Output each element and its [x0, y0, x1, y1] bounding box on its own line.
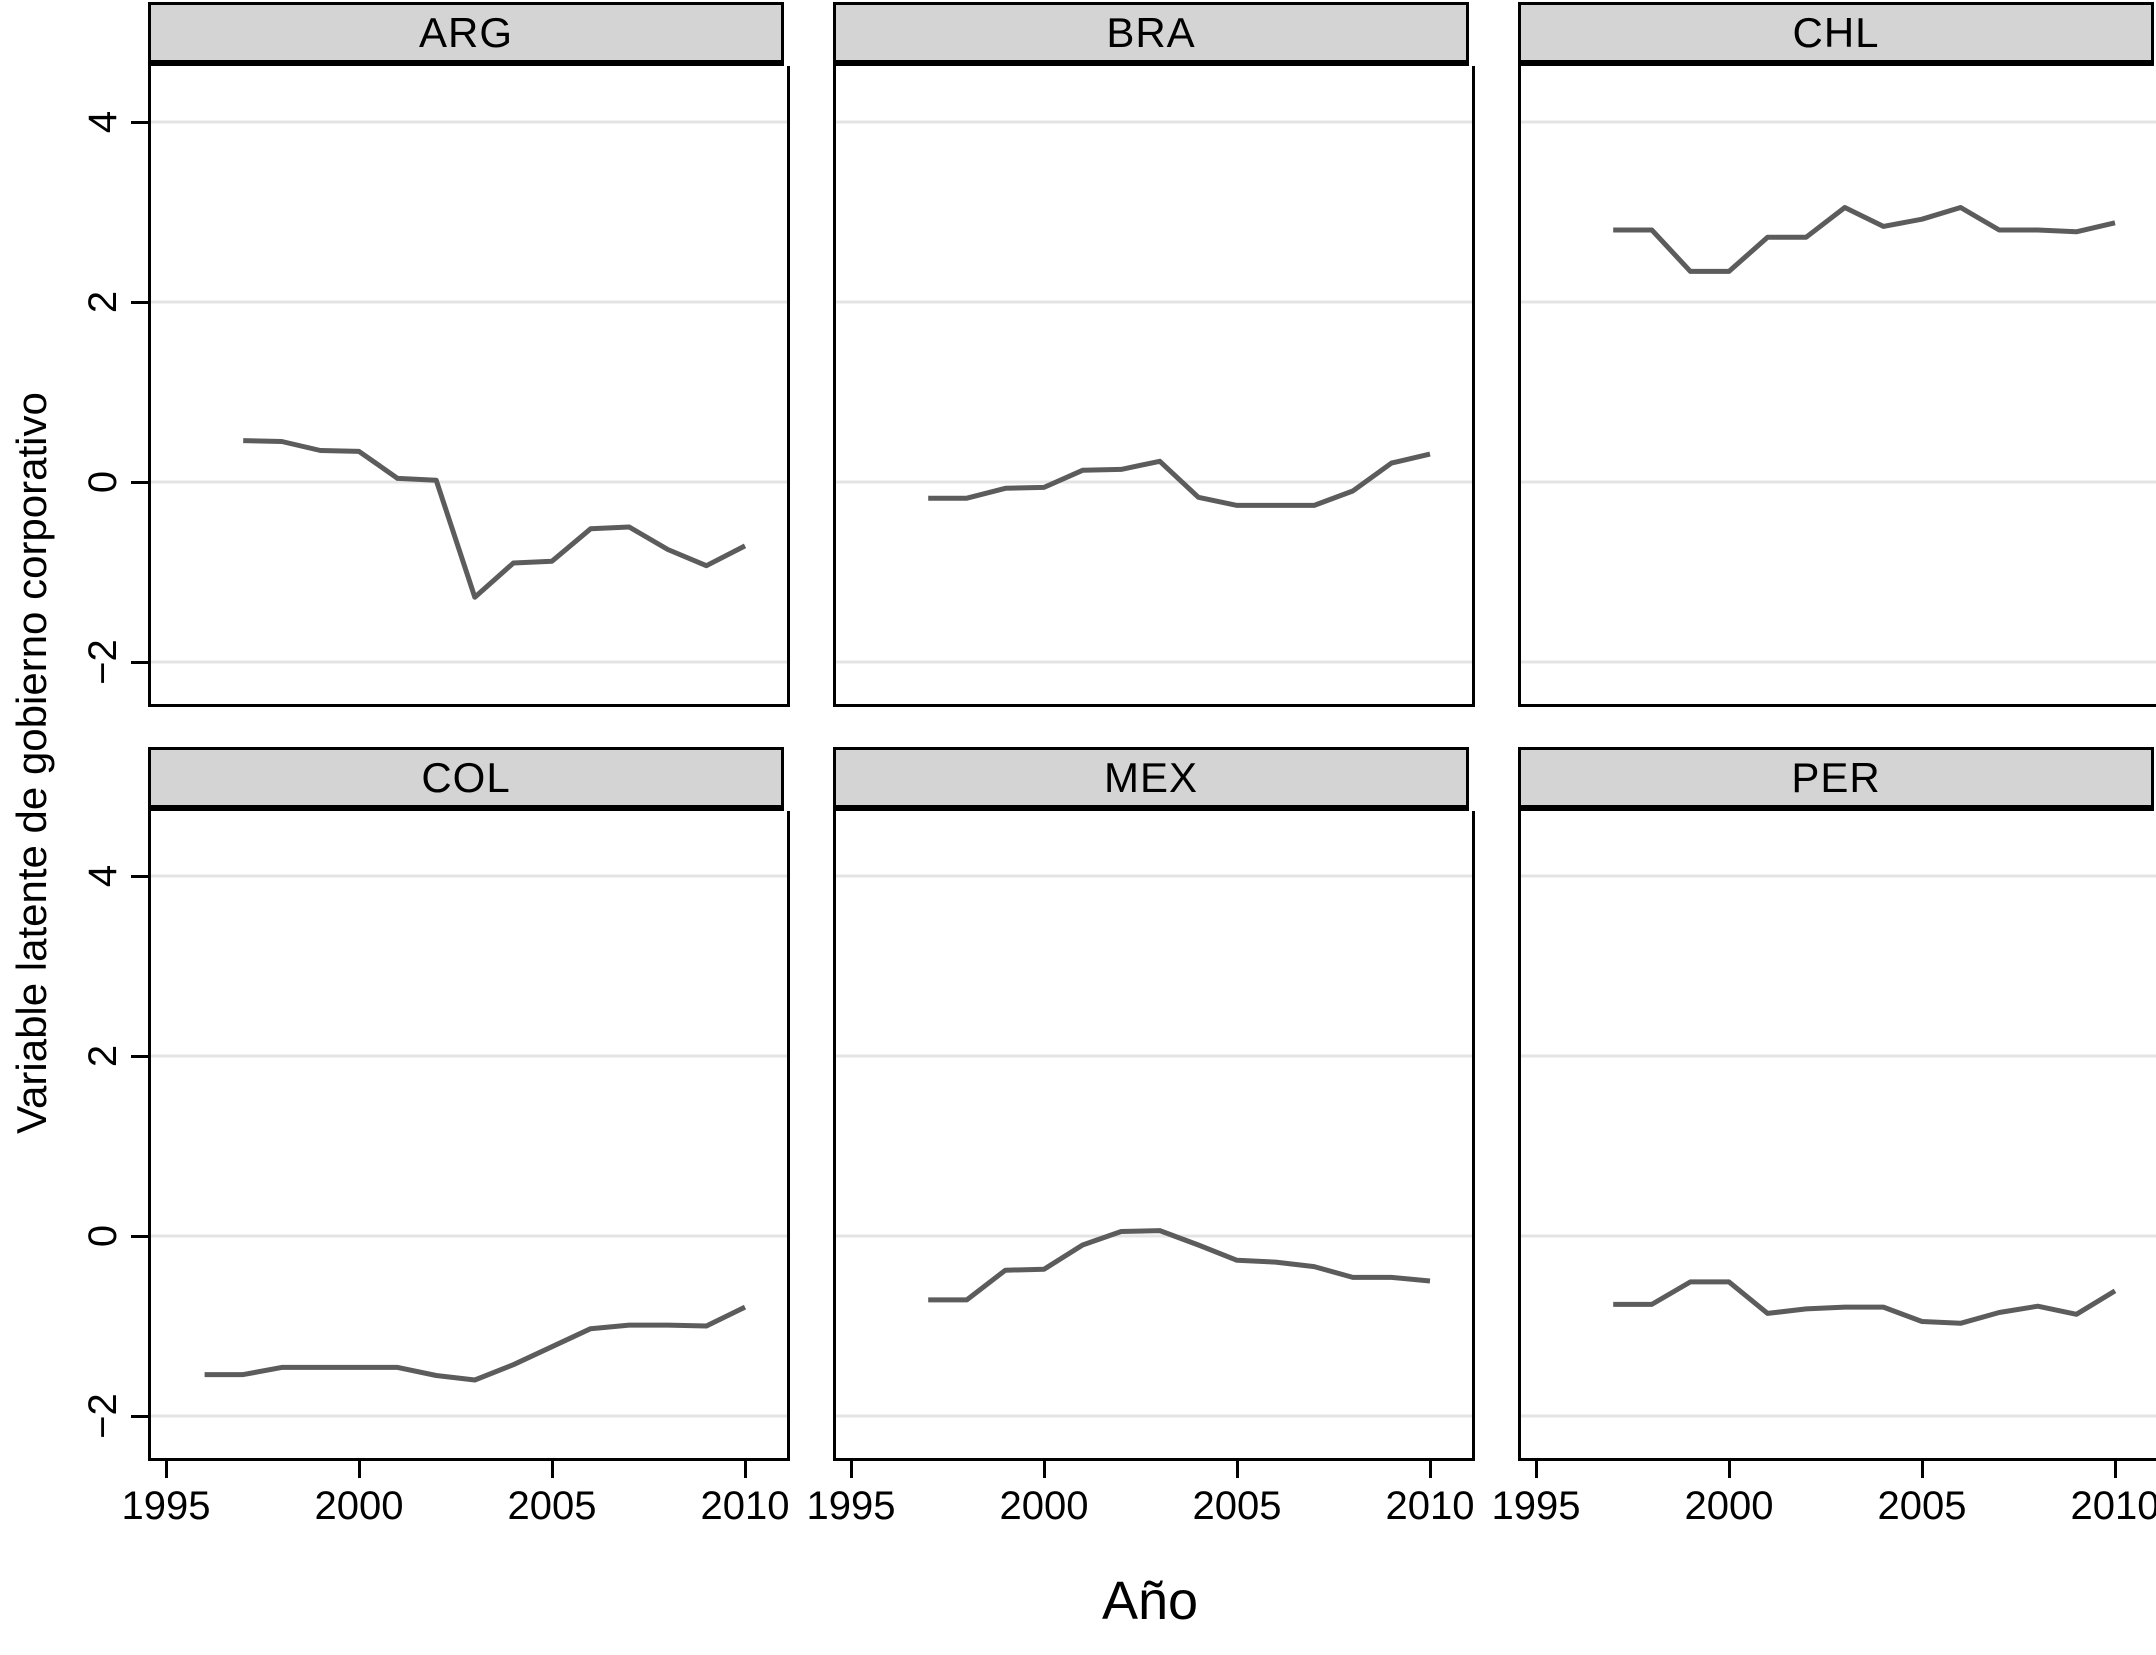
- x-tick-label: 2005: [1877, 1484, 1967, 1528]
- x-tick-mark: [1728, 1461, 1731, 1478]
- y-tick-mark: [131, 875, 148, 878]
- x-tick-label: 1995: [1491, 1484, 1581, 1528]
- facet-header-per: PER: [1518, 747, 2154, 811]
- facet-header-arg: ARG: [148, 2, 784, 66]
- x-tick-mark: [358, 1461, 361, 1478]
- y-tick-mark: [131, 1415, 148, 1418]
- facet-header-bra: BRA: [833, 2, 1469, 66]
- y-tick-label: 0: [80, 470, 125, 494]
- series-line-bra: [928, 451, 1431, 508]
- x-tick-mark: [744, 1461, 747, 1478]
- facet-plot-mex: [833, 811, 1475, 1461]
- x-tick-mark: [850, 1461, 853, 1478]
- y-axis-title: Variable latente de gobierno corporativo: [8, 392, 55, 1134]
- x-tick-mark: [1236, 1461, 1239, 1478]
- x-tick-mark: [551, 1461, 554, 1478]
- x-tick-label: 1995: [121, 1484, 211, 1528]
- y-tick-label: 2: [80, 1044, 125, 1068]
- facet-plot-chl: [1518, 66, 2156, 707]
- x-tick-mark: [165, 1461, 168, 1478]
- x-tick-label: 1995: [806, 1484, 896, 1528]
- x-tick-mark: [2114, 1461, 2117, 1478]
- y-tick-label: −2: [80, 639, 125, 685]
- series-line-chl: [1613, 205, 2116, 274]
- x-tick-label: 2005: [507, 1484, 597, 1528]
- facet-plot-col: [148, 811, 790, 1461]
- x-tick-label: 2010: [700, 1484, 790, 1528]
- y-tick-label: 0: [80, 1224, 125, 1248]
- x-axis-title: Año: [1101, 1571, 1199, 1631]
- series-line-col: [204, 1304, 747, 1383]
- series-line-per: [1613, 1279, 2117, 1326]
- facet-header-col: COL: [148, 747, 784, 811]
- facet-plot-per: [1518, 811, 2156, 1461]
- x-tick-mark: [1043, 1461, 1046, 1478]
- x-tick-mark: [1429, 1461, 1432, 1478]
- facet-header-mex: MEX: [833, 747, 1469, 811]
- x-tick-label: 2010: [1385, 1484, 1475, 1528]
- facet-plot-arg: [148, 66, 790, 707]
- x-tick-label: 2000: [999, 1484, 1089, 1528]
- y-tick-label: −2: [80, 1393, 125, 1439]
- y-tick-mark: [131, 121, 148, 124]
- y-tick-mark: [131, 1055, 148, 1058]
- y-tick-mark: [131, 481, 148, 484]
- x-tick-label: 2005: [1192, 1484, 1282, 1528]
- y-tick-mark: [131, 301, 148, 304]
- y-tick-label: 4: [80, 110, 125, 134]
- x-tick-label: 2000: [1684, 1484, 1774, 1528]
- x-tick-mark: [1921, 1461, 1924, 1478]
- series-line-arg: [243, 438, 747, 600]
- y-tick-label: 4: [80, 864, 125, 888]
- x-tick-label: 2000: [314, 1484, 404, 1528]
- x-tick-label: 2010: [2070, 1484, 2156, 1528]
- series-line-mex: [928, 1228, 1431, 1303]
- facet-header-chl: CHL: [1518, 2, 2154, 66]
- y-tick-label: 2: [80, 290, 125, 314]
- y-tick-mark: [131, 661, 148, 664]
- facet-plot-bra: [833, 66, 1475, 707]
- y-tick-mark: [131, 1235, 148, 1238]
- x-tick-mark: [1535, 1461, 1538, 1478]
